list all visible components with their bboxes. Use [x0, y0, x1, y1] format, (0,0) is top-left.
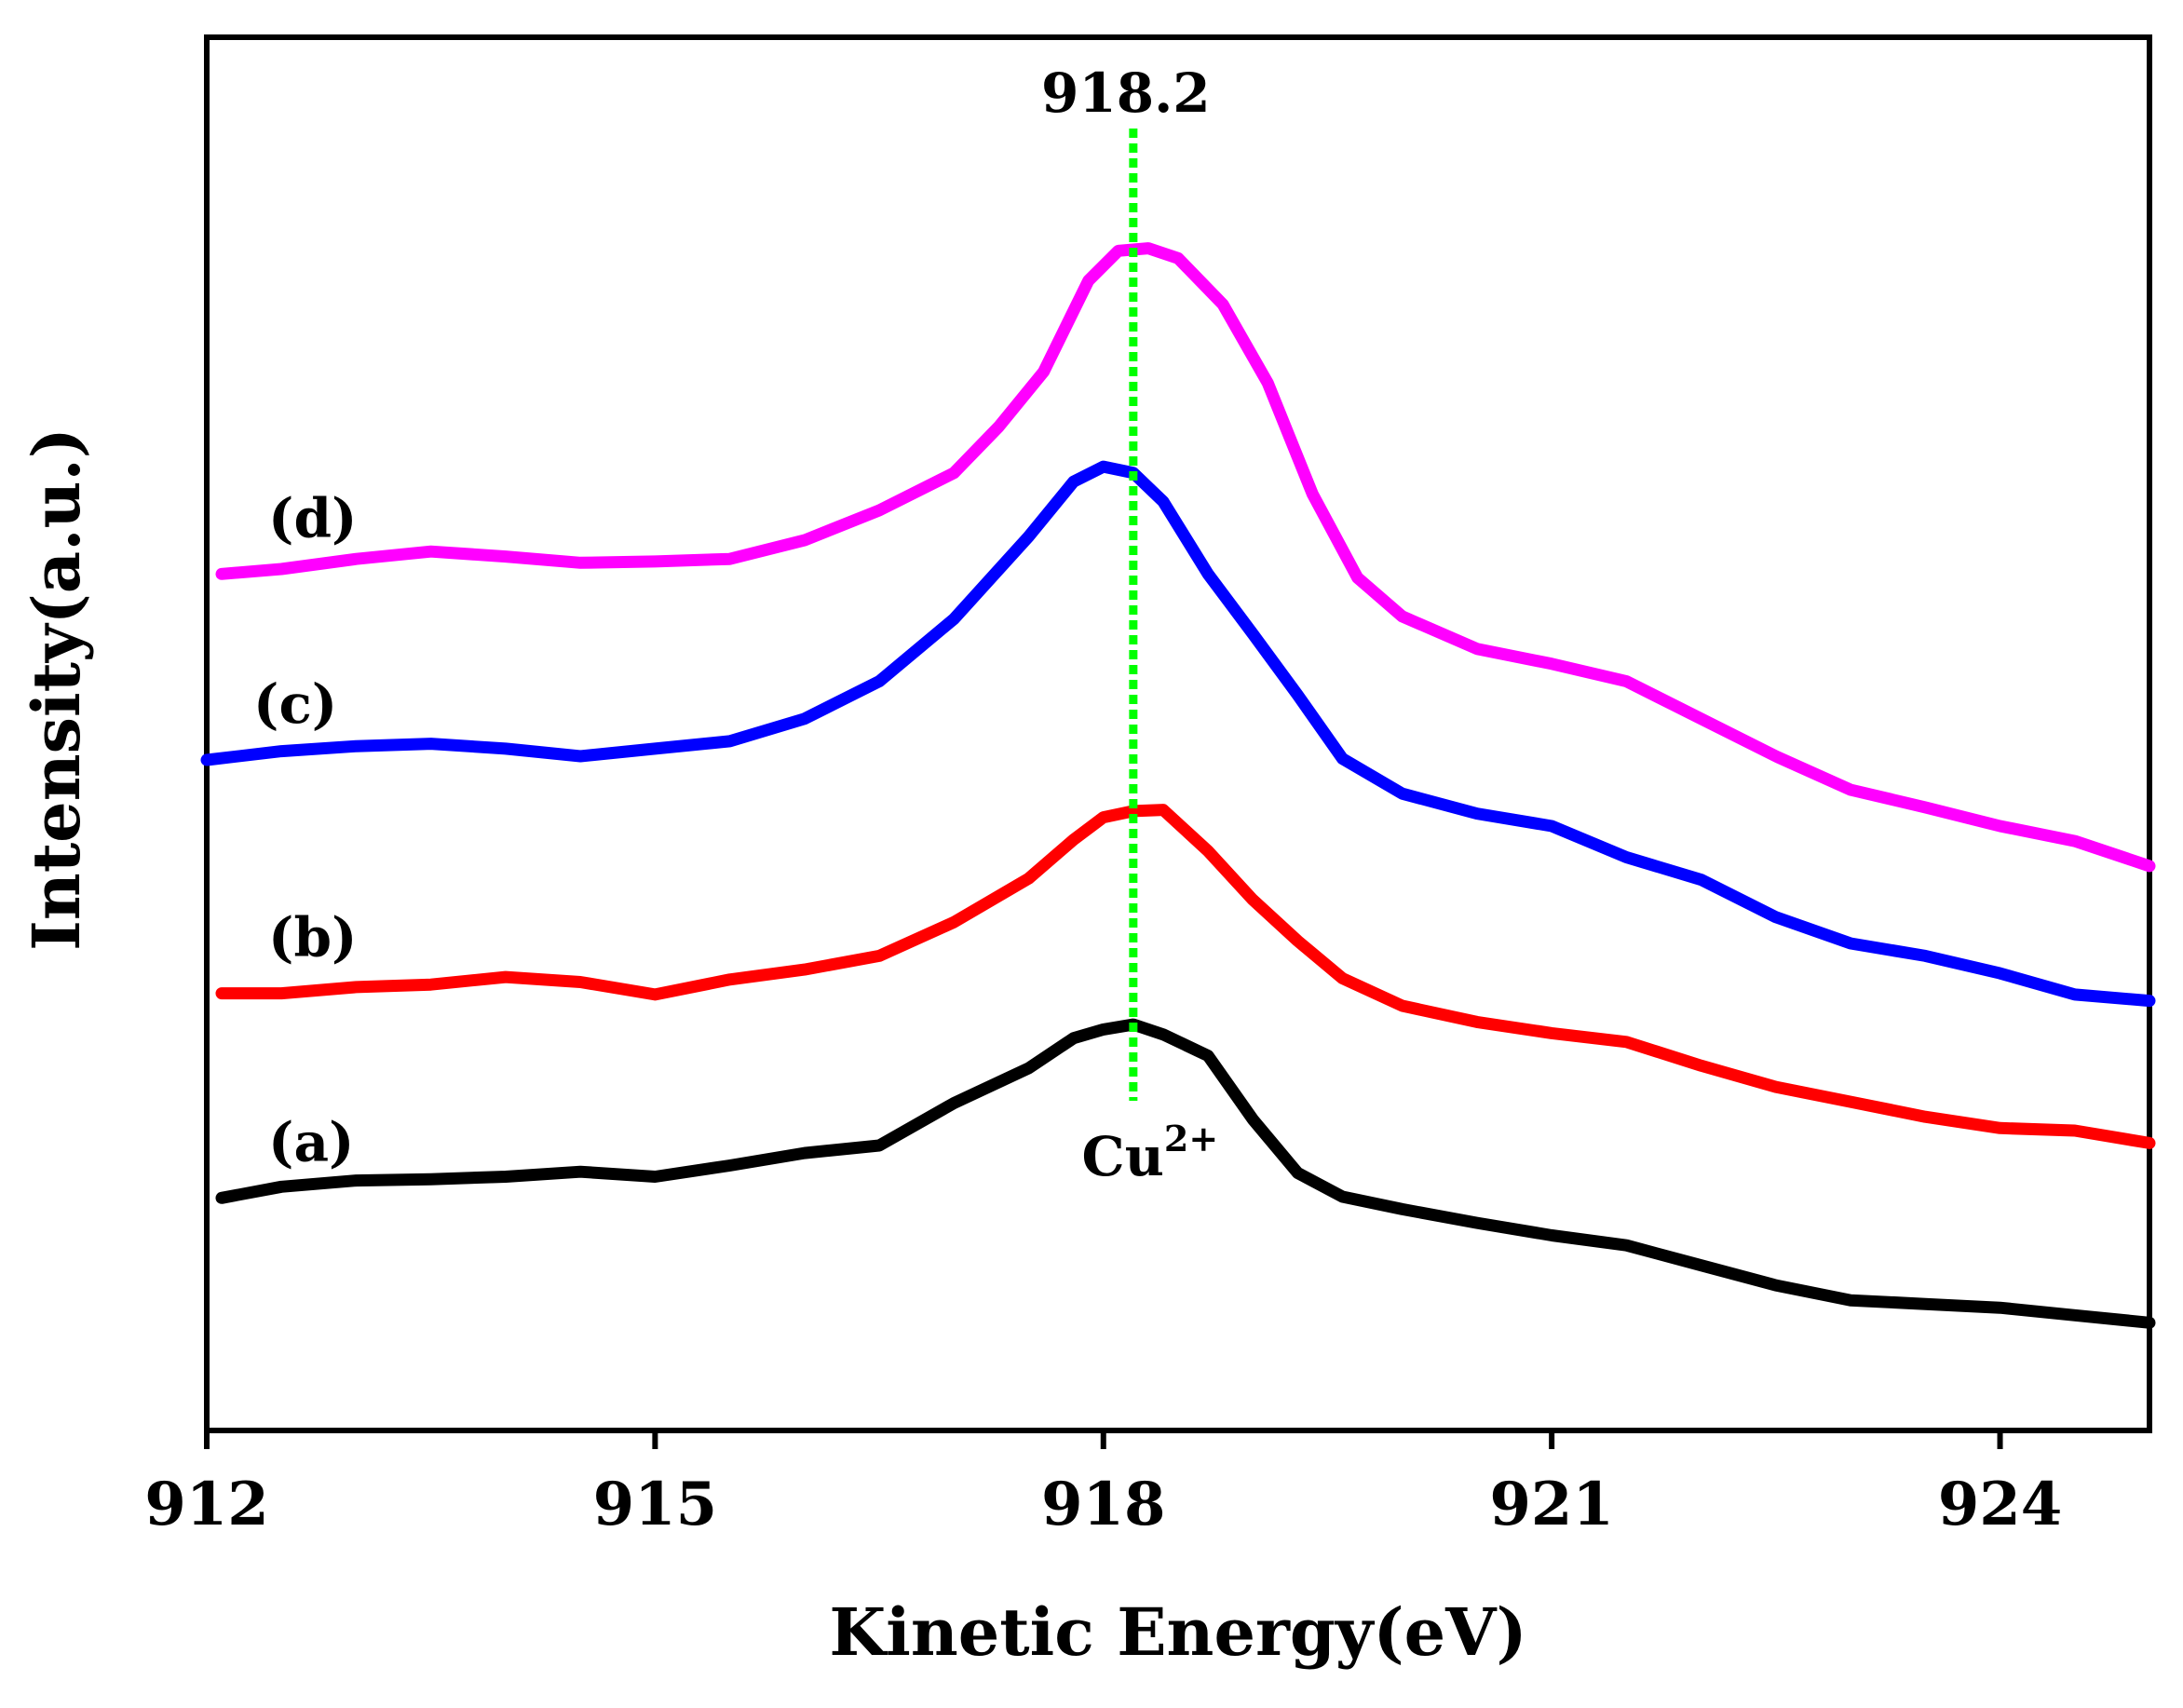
series-line-1: [215, 804, 2156, 1149]
x-tick-label-4: 924: [1938, 1470, 2063, 1539]
x-axis-ticks: 912 915 918 921 924: [144, 1430, 2062, 1539]
x-tick-label-3: 921: [1489, 1470, 1614, 1539]
plot-area: [204, 34, 2152, 1433]
x-tick-label-0: 912: [144, 1470, 269, 1539]
series-label-1: (b): [268, 906, 357, 969]
y-axis-title: Intensity(a.u.): [18, 427, 95, 951]
x-tick-label-2: 918: [1041, 1470, 1166, 1539]
series-label-2: (c): [253, 672, 337, 736]
x-tick-label-1: 915: [593, 1470, 718, 1539]
x-axis-title: Kinetic Energy(eV): [829, 1593, 1526, 1671]
cu-annotation: Cu2+: [1082, 1118, 1219, 1188]
cu-annotation-superscript: 2+: [1164, 1118, 1218, 1159]
series-line-3: [215, 242, 2156, 873]
reference-line-label: 918.2: [1041, 61, 1211, 125]
series-label-0: (a): [268, 1110, 354, 1173]
series-label-3: (d): [268, 486, 357, 549]
series-layer: [200, 242, 2156, 1329]
cu-annotation-text: Cu: [1082, 1125, 1164, 1188]
series-line-2: [200, 460, 2156, 1008]
series-line-0: [215, 1018, 2156, 1329]
series-labels: (a) (b) (c) (d): [253, 486, 357, 1173]
